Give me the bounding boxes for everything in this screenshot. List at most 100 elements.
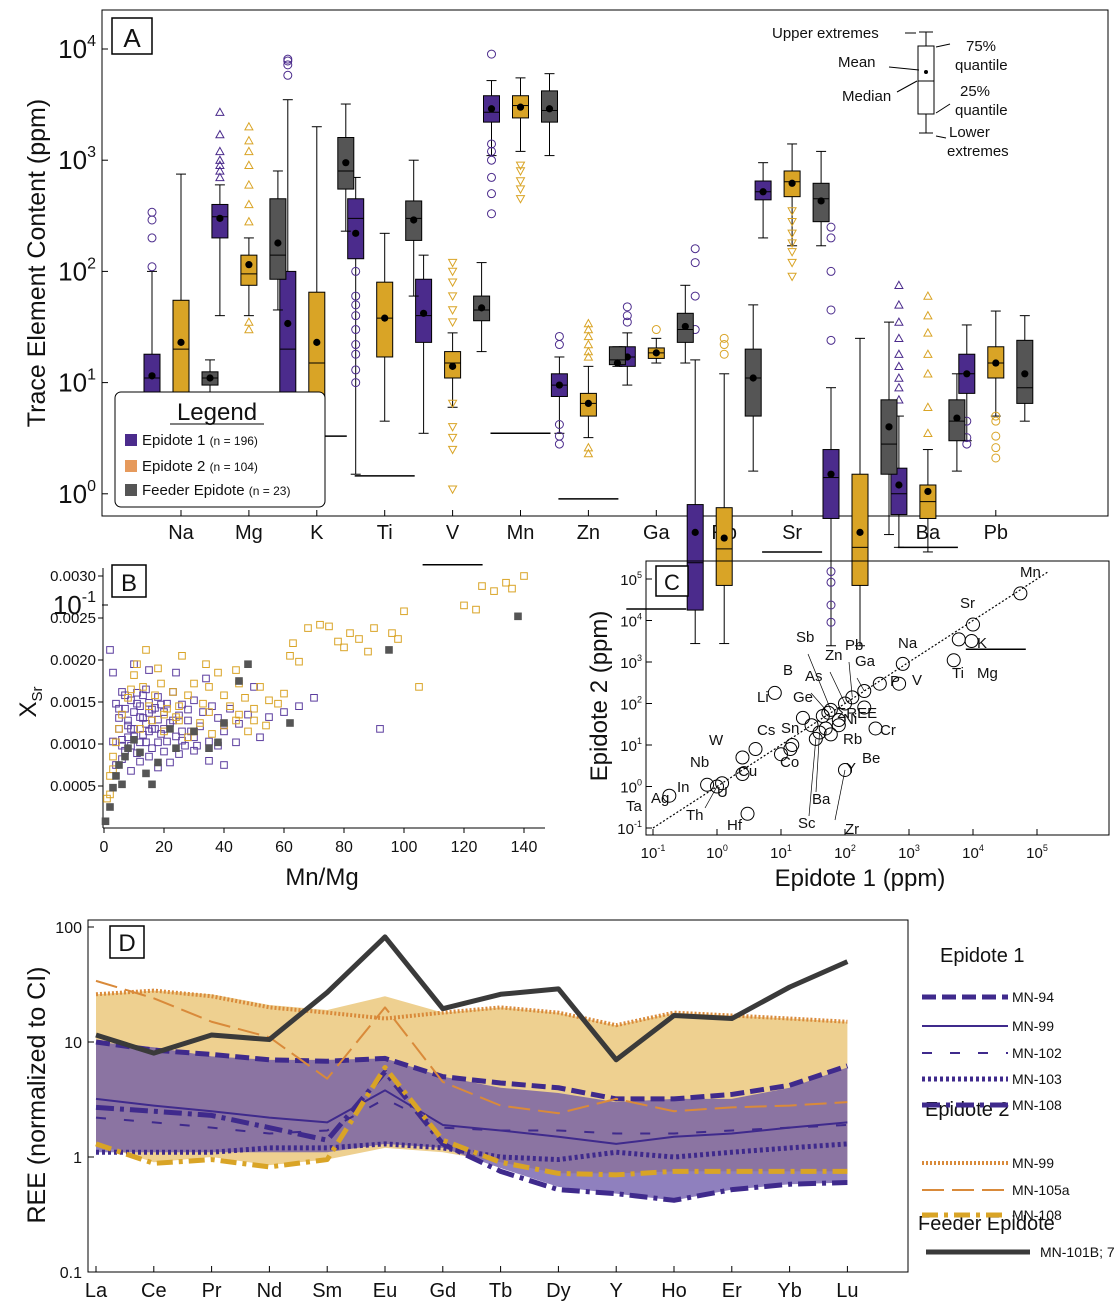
data-point (175, 716, 183, 725)
box-epidote-1-ti (347, 176, 365, 475)
panel-b-scatter: B Mn/Mg XSr 0 20 40 60 80 100 120 140 0.0005 0.00… (15, 564, 545, 891)
outlier-point (215, 107, 225, 116)
point-marker (700, 777, 715, 792)
y-tick-label: 101 (58, 367, 96, 398)
outlier-point (787, 272, 797, 282)
panel-d-legend: Epidote 1 Epidote 2 Feeder Epidote MN-94 MN-… (918, 945, 1115, 1260)
x-tick-label-base: 10 (962, 845, 979, 862)
y-tick-label: 102 (58, 255, 96, 286)
outlier-point (447, 485, 458, 495)
data-point (514, 612, 522, 621)
point-rb: Rb (831, 718, 862, 748)
point-label: P (890, 673, 900, 690)
point-label: Sb (796, 629, 814, 646)
leader-line (856, 677, 865, 692)
mean-dot (691, 528, 699, 536)
box-body (279, 270, 297, 397)
x-tick-label-base: 10 (706, 845, 723, 862)
data-point (169, 688, 177, 696)
data-point (115, 725, 123, 733)
point-label: Na (898, 635, 918, 652)
x-tick-label-k: K (310, 522, 324, 544)
point-marker (735, 750, 750, 765)
outlier-point (826, 335, 836, 345)
box-body (686, 504, 704, 611)
data-point (199, 708, 207, 716)
x-tick-label: 100 (391, 839, 418, 856)
x-tick-label-na: Na (168, 522, 194, 544)
y-tick-label-exponent: 5 (637, 570, 642, 580)
x-tick-label-base: 10 (1026, 845, 1043, 862)
data-point (385, 646, 393, 654)
key-arrow-75 (935, 43, 951, 48)
data-point (220, 761, 228, 769)
key-75-label: 75% (966, 38, 996, 55)
outlier-point (487, 189, 496, 199)
line-epidote-2-mn-108 (95, 1065, 848, 1178)
data-point (136, 757, 144, 766)
y-tick-label-exponent: -1 (82, 589, 96, 606)
point-label: B (783, 662, 793, 679)
x-tick-label-pb: Pb (984, 522, 1008, 544)
data-point (160, 710, 168, 719)
outlier-point (244, 324, 254, 334)
point-label: Mg (977, 665, 998, 682)
data-point (145, 727, 153, 736)
data-point (355, 635, 363, 643)
legend-swatch-feeder (125, 484, 137, 496)
data-point (133, 660, 141, 669)
x-tick-label-pr: Pr (202, 1280, 222, 1302)
legend-label-epidote1: Epidote 1 (n = 196) (142, 432, 258, 449)
x-tick-label-ga: Ga (643, 522, 671, 544)
data-point (172, 744, 180, 753)
y-tick-label-exponent: -1 (634, 819, 642, 829)
data-point (121, 752, 129, 761)
mean-dot (992, 359, 1000, 367)
data-point (340, 643, 348, 652)
x-tick-label-gd: Gd (429, 1280, 456, 1302)
mean-dot (216, 214, 224, 222)
outlier-point (244, 216, 254, 226)
outlier-point (351, 349, 361, 359)
panel-b-label-box (111, 564, 147, 598)
x-tick-label-dy: Dy (546, 1280, 570, 1302)
point-zr: Zr (834, 762, 859, 838)
outlier-point (244, 179, 254, 189)
y-tick-label: 0.0025 (50, 610, 96, 627)
panel-a-frame (101, 9, 1109, 517)
outlier-point (554, 419, 564, 429)
legend-title: Legend (177, 399, 257, 426)
data-point (163, 737, 171, 746)
panel-d-frame (87, 919, 909, 1273)
data-point (190, 679, 198, 688)
data-point (130, 708, 138, 716)
point-mg: Mg (951, 632, 998, 682)
x-tick-label: 101 (770, 843, 792, 862)
y-tick-label: 101 (620, 736, 642, 755)
box-epidote-1-rb (686, 244, 704, 645)
panel-c-ticks: 10-110-110010010110110210210310310410410… (617, 570, 1048, 862)
outlier-point (215, 160, 225, 169)
data-point (250, 683, 258, 691)
point-marker (857, 700, 872, 715)
point-nb: Nb (690, 750, 750, 771)
leader-line (810, 692, 829, 713)
outlier-point (719, 349, 729, 359)
box-feeder-epidote-mg (269, 170, 287, 311)
x-tick-label-exponent: -1 (657, 843, 665, 853)
box-feeder-epidote-ti (405, 159, 423, 297)
data-point (145, 702, 153, 711)
point-marker (966, 617, 980, 632)
data-point (130, 736, 138, 744)
legend-frame (114, 391, 326, 508)
data-point (232, 738, 240, 747)
outlier-point (719, 340, 729, 350)
data-point (265, 696, 273, 705)
data-point (364, 647, 372, 656)
mean-dot (410, 216, 418, 224)
point-label: Nb (690, 754, 709, 771)
y-tick-label-exponent: 0 (87, 478, 96, 495)
data-point (202, 674, 210, 683)
data-point (118, 780, 126, 789)
